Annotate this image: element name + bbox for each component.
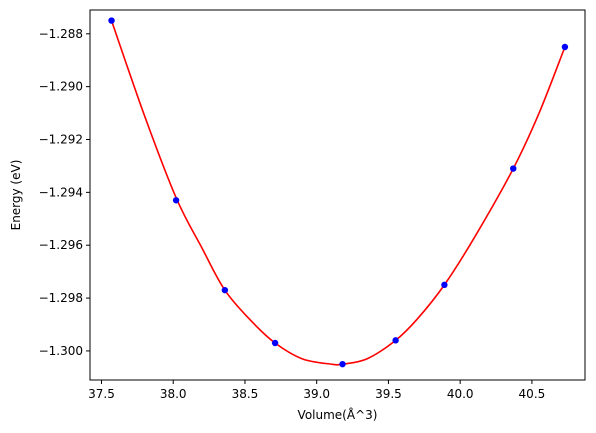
data-point xyxy=(339,360,346,368)
y-tick-label: −1.298 xyxy=(39,291,83,305)
data-point xyxy=(561,43,569,51)
data-point xyxy=(510,165,517,172)
y-tick-label: −1.296 xyxy=(39,238,83,252)
x-tick-label: 39.0 xyxy=(303,387,330,401)
x-tick-label: 40.5 xyxy=(519,387,546,401)
data-point xyxy=(392,337,399,344)
plot-area xyxy=(108,17,569,368)
axis-ticks: 37.5 38.0 38.5 39.0 39.5 40.0 40.5 −1.288 −1.290… xyxy=(39,27,546,401)
y-tick-label: −1.290 xyxy=(39,80,83,94)
data-point xyxy=(441,281,448,289)
y-tick-label: −1.288 xyxy=(39,27,83,41)
x-tick-label: 40.0 xyxy=(447,387,474,401)
data-point xyxy=(108,17,115,24)
data-point xyxy=(172,197,180,204)
x-tick-label: 38.5 xyxy=(232,387,259,401)
x-axis-label: Volume(Å^3) xyxy=(298,407,378,422)
fit-curve-line xyxy=(110,20,566,366)
x-tick-label: 39.5 xyxy=(375,387,402,401)
axes-frame xyxy=(89,9,586,381)
x-tick-label: 38.0 xyxy=(160,387,187,401)
data-point xyxy=(271,339,279,347)
y-tick-label: −1.300 xyxy=(39,344,83,358)
y-axis-label: Energy (eV) xyxy=(9,160,23,231)
y-tick-label: −1.292 xyxy=(39,133,83,147)
data-point xyxy=(221,286,229,294)
y-tick-label: −1.294 xyxy=(39,185,83,199)
x-tick-label: 37.5 xyxy=(88,387,115,401)
